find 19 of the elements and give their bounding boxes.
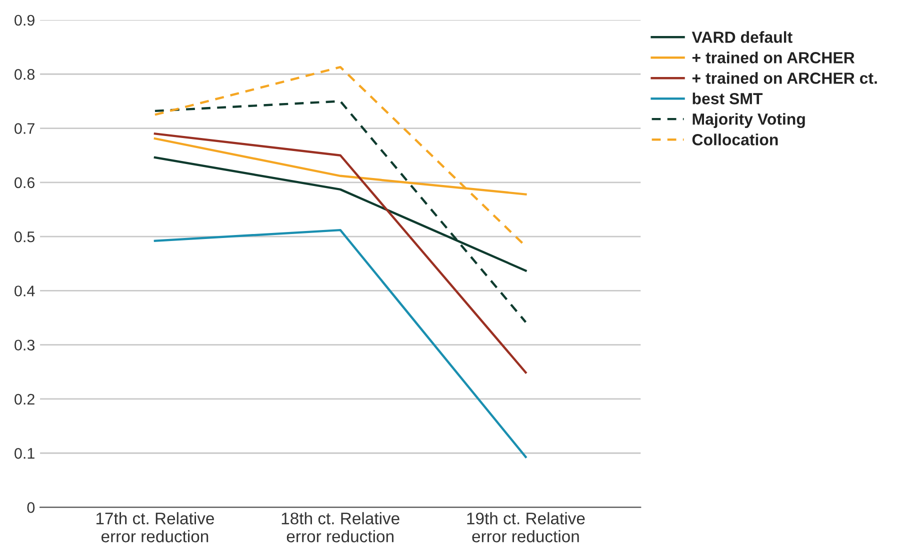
y-tick-label: 0.7 (14, 123, 34, 134)
y-tick-label: 0.3 (14, 340, 35, 351)
legend-label: + trained on ARCHER ct. (692, 72, 877, 84)
legend-label: Majority Voting (692, 113, 805, 128)
x-tick-label: 18th ct. Relative error reduction (282, 512, 400, 542)
legend-label: best SMT (692, 92, 763, 104)
legend-label: Collocation (692, 134, 778, 146)
y-tick-label: 0.2 (14, 394, 34, 405)
legend-label: + trained on ARCHER (692, 52, 855, 64)
y-tick-label: 0.9 (14, 14, 34, 26)
y-tick-label: 0.1 (14, 448, 34, 459)
y-tick-label: 0.5 (14, 231, 35, 242)
y-tick-label: 0.8 (14, 68, 35, 80)
legend-label: VARD default (692, 31, 792, 43)
y-tick-label: 0 (27, 502, 35, 513)
y-tick-label: 0.6 (14, 177, 35, 188)
y-tick-label: 0.4 (14, 286, 35, 296)
x-tick-label: 19th ct. Relative error reduction (467, 512, 585, 542)
x-tick-label: 17th ct. Relative error reduction (96, 512, 214, 542)
